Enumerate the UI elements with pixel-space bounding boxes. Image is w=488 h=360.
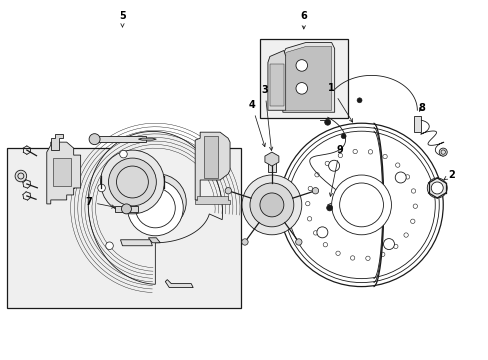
Circle shape <box>331 175 390 235</box>
Circle shape <box>130 174 186 230</box>
Circle shape <box>430 182 442 194</box>
Text: 2: 2 <box>443 170 454 180</box>
Circle shape <box>268 156 275 162</box>
Circle shape <box>242 175 301 235</box>
Circle shape <box>120 150 127 158</box>
Circle shape <box>312 188 318 194</box>
Polygon shape <box>148 238 160 243</box>
Bar <box>260 39 347 118</box>
Circle shape <box>121 204 131 214</box>
Circle shape <box>295 82 307 94</box>
Circle shape <box>427 178 447 198</box>
Circle shape <box>105 242 113 249</box>
Polygon shape <box>267 50 285 110</box>
Polygon shape <box>120 240 152 246</box>
Bar <box>7 148 241 307</box>
Text: 5: 5 <box>119 11 125 27</box>
Circle shape <box>383 239 394 249</box>
Polygon shape <box>138 138 156 140</box>
Text: 9: 9 <box>329 145 342 196</box>
Circle shape <box>98 184 105 192</box>
Circle shape <box>260 193 283 217</box>
Polygon shape <box>51 134 62 150</box>
Polygon shape <box>94 136 146 142</box>
Polygon shape <box>269 64 283 106</box>
Polygon shape <box>114 206 138 212</box>
Circle shape <box>127 180 183 236</box>
Circle shape <box>101 150 164 214</box>
Polygon shape <box>165 280 193 288</box>
Polygon shape <box>413 116 421 132</box>
Text: 4: 4 <box>248 100 265 147</box>
Circle shape <box>295 239 302 245</box>
Circle shape <box>249 183 293 227</box>
Circle shape <box>89 134 100 145</box>
Circle shape <box>324 119 330 125</box>
Circle shape <box>295 60 307 71</box>
Polygon shape <box>195 132 229 200</box>
Circle shape <box>15 170 26 182</box>
Circle shape <box>356 98 361 103</box>
Text: 6: 6 <box>300 11 306 29</box>
Polygon shape <box>264 152 278 166</box>
Circle shape <box>438 148 447 156</box>
Circle shape <box>108 158 156 206</box>
Polygon shape <box>47 142 81 204</box>
Text: 8: 8 <box>417 103 424 113</box>
Polygon shape <box>282 42 334 112</box>
Circle shape <box>328 160 339 171</box>
Circle shape <box>138 182 178 222</box>
Circle shape <box>339 183 383 227</box>
Text: 3: 3 <box>261 85 272 150</box>
Circle shape <box>224 188 231 194</box>
Circle shape <box>316 227 327 238</box>
Circle shape <box>341 134 346 139</box>
Text: 7: 7 <box>85 197 115 208</box>
Circle shape <box>326 205 332 211</box>
Polygon shape <box>88 131 222 284</box>
Text: 1: 1 <box>327 84 352 122</box>
Polygon shape <box>285 46 331 110</box>
Circle shape <box>394 172 406 183</box>
Polygon shape <box>195 196 229 204</box>
Circle shape <box>241 239 247 245</box>
Polygon shape <box>267 156 275 172</box>
Polygon shape <box>203 136 218 178</box>
Circle shape <box>279 123 442 287</box>
Circle shape <box>135 188 175 228</box>
Bar <box>53 158 71 186</box>
